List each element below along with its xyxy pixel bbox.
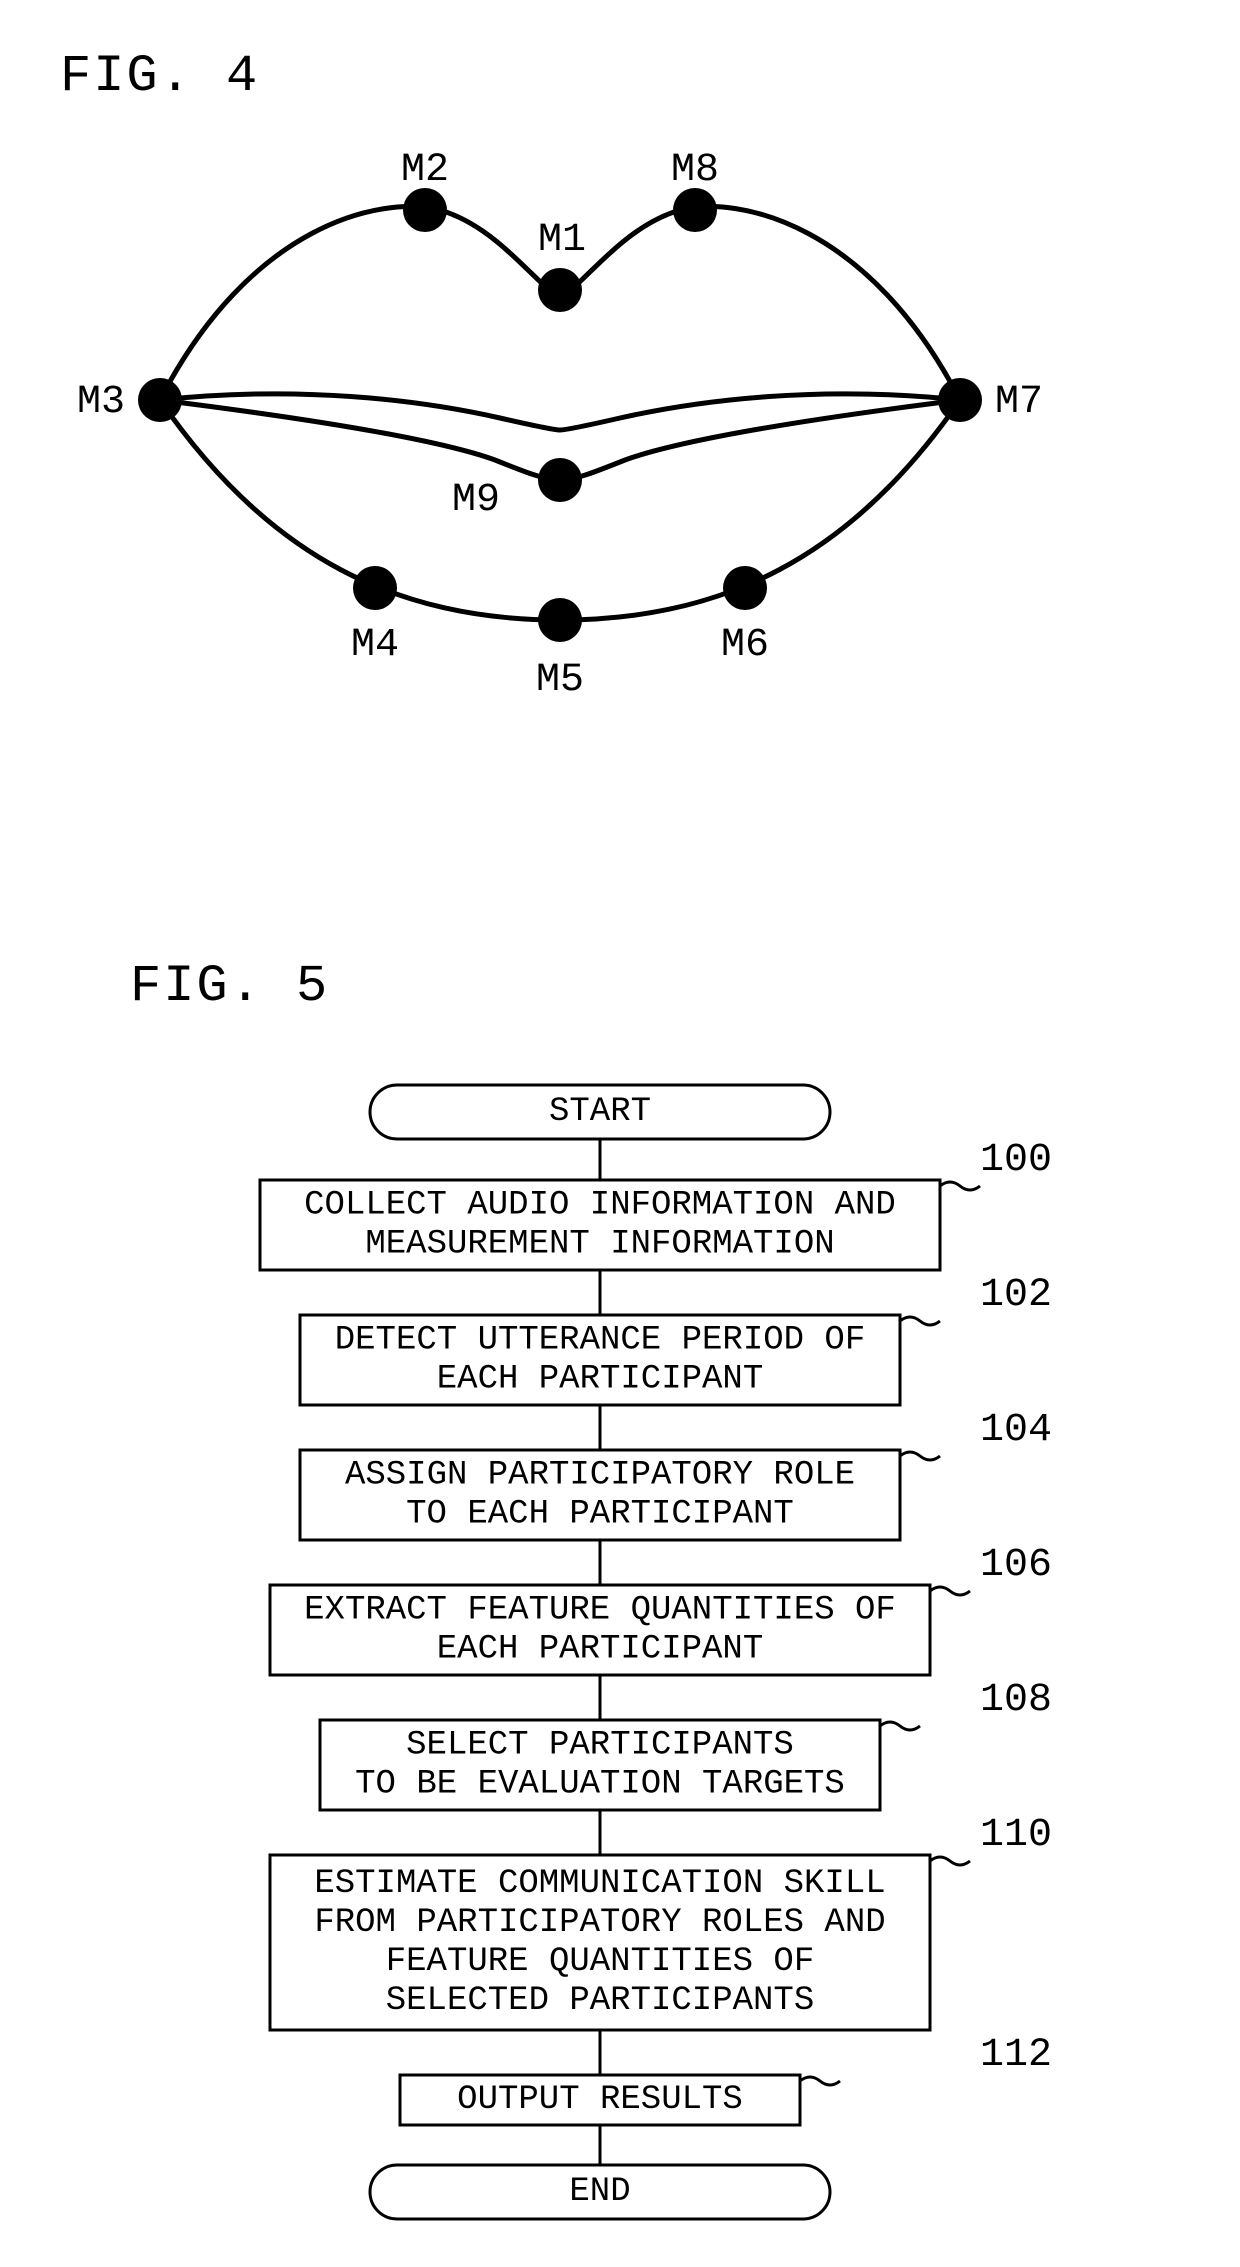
flow-ref-108: 108 <box>980 1678 1052 1723</box>
flow-squiggle-110 <box>930 1857 970 1865</box>
fig5-title: FIG. 5 <box>130 957 329 1016</box>
flow-step-108-line-1: TO BE EVALUATION TARGETS <box>355 1766 845 1804</box>
flow-squiggle-106 <box>930 1587 970 1595</box>
flow-step-102-line-0: DETECT UTTERANCE PERIOD OF <box>335 1321 866 1359</box>
lip-marker-m5 <box>538 598 582 642</box>
flow-step-106-line-0: EXTRACT FEATURE QUANTITIES OF <box>304 1591 896 1629</box>
flow-squiggle-104 <box>900 1452 940 1460</box>
fig4-title: FIG. 4 <box>60 47 259 106</box>
lip-marker-label-m2: M2 <box>401 148 449 193</box>
flow-step-106-line-1: EACH PARTICIPANT <box>437 1631 763 1669</box>
flowchart: START END COLLECT AUDIO INFORMATION ANDMEA… <box>260 1085 1052 2219</box>
flow-step-110-line-1: FROM PARTICIPATORY ROLES AND <box>314 1904 885 1942</box>
lip-marker-m2 <box>403 188 447 232</box>
lip-marker-m1 <box>538 268 582 312</box>
lip-marker-label-m6: M6 <box>721 623 769 668</box>
lip-marker-label-m8: M8 <box>671 148 719 193</box>
flow-ref-106: 106 <box>980 1543 1052 1588</box>
flow-step-104-line-1: TO EACH PARTICIPANT <box>406 1496 794 1534</box>
lip-marker-label-m4: M4 <box>351 623 399 668</box>
flow-step-100-line-1: MEASUREMENT INFORMATION <box>365 1226 834 1264</box>
flow-squiggle-100 <box>940 1182 980 1190</box>
lips-diagram: M1 M2 M3 M4 M5 M6 M7 M8 M9 <box>77 148 1043 703</box>
lip-marker-m9 <box>538 458 582 502</box>
lip-marker-label-m7: M7 <box>995 380 1043 425</box>
lip-marker-m4 <box>353 566 397 610</box>
flow-step-104-line-0: ASSIGN PARTICIPATORY ROLE <box>345 1456 855 1494</box>
flow-step-100-line-0: COLLECT AUDIO INFORMATION AND <box>304 1186 896 1224</box>
flow-end-label: END <box>569 2173 630 2211</box>
flow-step-112-line-0: OUTPUT RESULTS <box>457 2081 743 2119</box>
flow-step-110-line-0: ESTIMATE COMMUNICATION SKILL <box>314 1865 885 1903</box>
flow-start-label: START <box>549 1093 651 1131</box>
flow-ref-102: 102 <box>980 1273 1052 1318</box>
flow-ref-104: 104 <box>980 1408 1052 1453</box>
flow-step-108-line-0: SELECT PARTICIPANTS <box>406 1726 794 1764</box>
flow-step-110-line-2: FEATURE QUANTITIES OF <box>386 1943 814 1981</box>
lip-marker-m7 <box>938 378 982 422</box>
lip-marker-m6 <box>723 566 767 610</box>
lip-marker-m3 <box>138 378 182 422</box>
flow-squiggle-108 <box>880 1722 920 1730</box>
lip-marker-label-m9: M9 <box>452 478 500 523</box>
flow-ref-100: 100 <box>980 1138 1052 1183</box>
flow-squiggle-112 <box>800 2077 840 2085</box>
flow-step-110-line-3: SELECTED PARTICIPANTS <box>386 1982 814 2020</box>
lip-marker-label-m5: M5 <box>536 658 584 703</box>
lip-marker-label-m3: M3 <box>77 380 125 425</box>
figure-canvas: FIG. 4 M1 M2 M3 M4 M5 M6 M7 M8 M9 FIG. 5 START END CO… <box>0 0 1240 2267</box>
lip-marker-m8 <box>673 188 717 232</box>
flow-ref-110: 110 <box>980 1813 1052 1858</box>
lip-marker-label-m1: M1 <box>538 218 586 263</box>
flow-ref-112: 112 <box>980 2033 1052 2078</box>
flow-step-102-line-1: EACH PARTICIPANT <box>437 1361 763 1399</box>
flow-squiggle-102 <box>900 1317 940 1325</box>
lips-middle <box>160 394 960 430</box>
